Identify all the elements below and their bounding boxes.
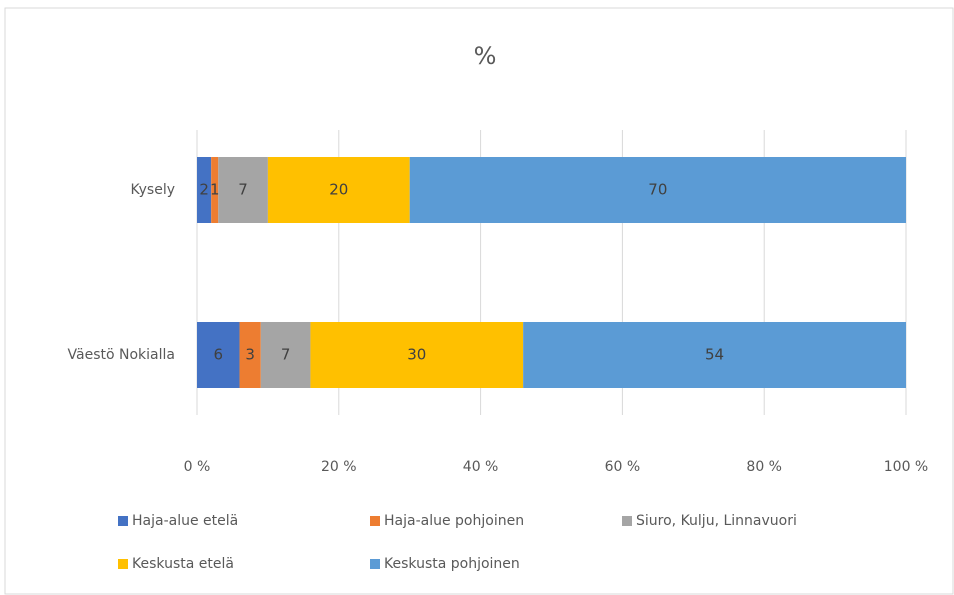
legend-label: Haja-alue pohjoinen xyxy=(384,513,524,529)
x-tick-label: 20 % xyxy=(321,459,357,475)
legend-swatch xyxy=(370,559,380,569)
legend-swatch xyxy=(622,516,632,526)
x-tick-label: 80 % xyxy=(746,459,782,475)
x-tick-label: 100 % xyxy=(884,459,928,475)
data-label: 2 xyxy=(199,181,209,199)
x-tick-label: 0 % xyxy=(184,459,211,475)
data-label: 6 xyxy=(213,346,223,364)
data-label: 70 xyxy=(648,181,667,199)
data-label: 1 xyxy=(210,181,220,199)
bar-segment xyxy=(239,322,261,388)
legend-label: Keskusta etelä xyxy=(132,556,234,572)
data-label: 20 xyxy=(329,181,348,199)
data-label: 30 xyxy=(407,346,426,364)
bar-segment xyxy=(197,322,240,388)
x-tick-label: 60 % xyxy=(605,459,641,475)
legend-label: Siuro, Kulju, Linnavuori xyxy=(636,513,797,529)
y-tick-label: Väestö Nokialla xyxy=(68,347,175,363)
data-label: 7 xyxy=(281,346,291,364)
data-label: 3 xyxy=(245,346,255,364)
data-label: 7 xyxy=(238,181,248,199)
bar-segment xyxy=(409,157,906,223)
x-tick-label: 40 % xyxy=(463,459,499,475)
y-tick-label: Kysely xyxy=(130,182,175,198)
legend-swatch xyxy=(370,516,380,526)
legend-swatch xyxy=(118,516,128,526)
legend-swatch xyxy=(118,559,128,569)
bar-segment xyxy=(218,157,268,223)
bar-segment xyxy=(267,157,410,223)
data-label: 54 xyxy=(705,346,724,364)
bar-segment xyxy=(211,157,219,223)
bar-segment xyxy=(310,322,524,388)
bar-segment xyxy=(260,322,311,388)
bar-segment xyxy=(197,157,212,223)
bar-segment xyxy=(523,322,906,388)
legend-label: Haja-alue etelä xyxy=(132,513,238,529)
chart-frame xyxy=(4,7,954,595)
chart-title: % xyxy=(474,42,497,70)
legend-label: Keskusta pohjoinen xyxy=(384,556,520,572)
